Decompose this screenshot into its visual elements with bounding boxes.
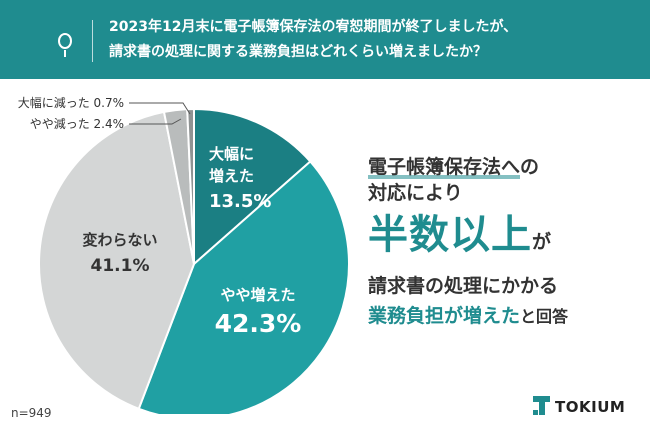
question-line-1: 2023年12月末に電子帳簿保存法の宥恕期間が終了しましたが、 — [109, 19, 518, 35]
slice-label-unchanged: 変わらない — [82, 231, 157, 249]
callout-line-decreased-greatly — [129, 102, 191, 115]
message-line-3: 半数以上が — [368, 206, 638, 271]
callout-decreased-greatly: 大幅に減った 0.7% — [18, 95, 124, 110]
message-line-3-tail: が — [532, 231, 552, 253]
slice-label-increased-slightly: やや増えた — [220, 286, 295, 304]
question-header: 2023年12月末に電子帳簿保存法の宥恕期間が終了しましたが、 請求書の処理に関… — [0, 0, 650, 79]
question-icon — [58, 33, 72, 57]
message-line-2: 対応により — [368, 182, 463, 204]
message-emphasis: 半数以上 — [368, 212, 532, 258]
pie-chart: 大幅に減った 0.7% やや減った 2.4% 大幅に 増えた 13.5% やや増… — [18, 95, 350, 414]
key-message: 電子帳簿保存法への 対応により 半数以上が 請求書の処理にかかる 業務負担が増え… — [368, 154, 638, 332]
pie-slice-0 — [193, 107, 312, 267]
brand-name: TOKIUM — [555, 398, 626, 416]
message-underline — [368, 175, 520, 179]
slice-value-unchanged: 41.1% — [91, 256, 150, 276]
message-highlight: 業務負担が増えた — [368, 305, 521, 327]
slice-label-increased-greatly-1: 大幅に — [209, 145, 254, 163]
callout-line-decreased-slightly — [129, 118, 182, 125]
brand-logo: TOKIUM — [533, 396, 625, 418]
sample-size: n=949 — [11, 406, 52, 420]
message-line-5: 業務負担が増えたと回答 — [368, 301, 638, 332]
slice-label-increased-greatly-2: 増えた — [209, 167, 254, 185]
header-divider — [92, 20, 93, 62]
tokium-logo-icon — [533, 396, 550, 418]
callout-decreased-slightly: やや減った 2.4% — [30, 116, 124, 131]
message-line-5-tail: と回答 — [520, 307, 569, 326]
message-line-1: 電子帳簿保存法への — [368, 156, 540, 179]
slice-value-increased-greatly: 13.5% — [209, 191, 271, 212]
pie-slice-1 — [137, 160, 350, 414]
question-line-2: 請求書の処理に関する業務負担はどれくらい増えましたか？ — [109, 44, 487, 60]
pie-slice-2 — [38, 110, 196, 411]
callout-lines — [129, 102, 191, 125]
question-text: 2023年12月末に電子帳簿保存法の宥恕期間が終了しましたが、 請求書の処理に関… — [109, 15, 639, 65]
slice-value-increased-slightly: 42.3% — [215, 309, 302, 338]
message-line-4: 請求書の処理にかかる — [368, 275, 559, 297]
